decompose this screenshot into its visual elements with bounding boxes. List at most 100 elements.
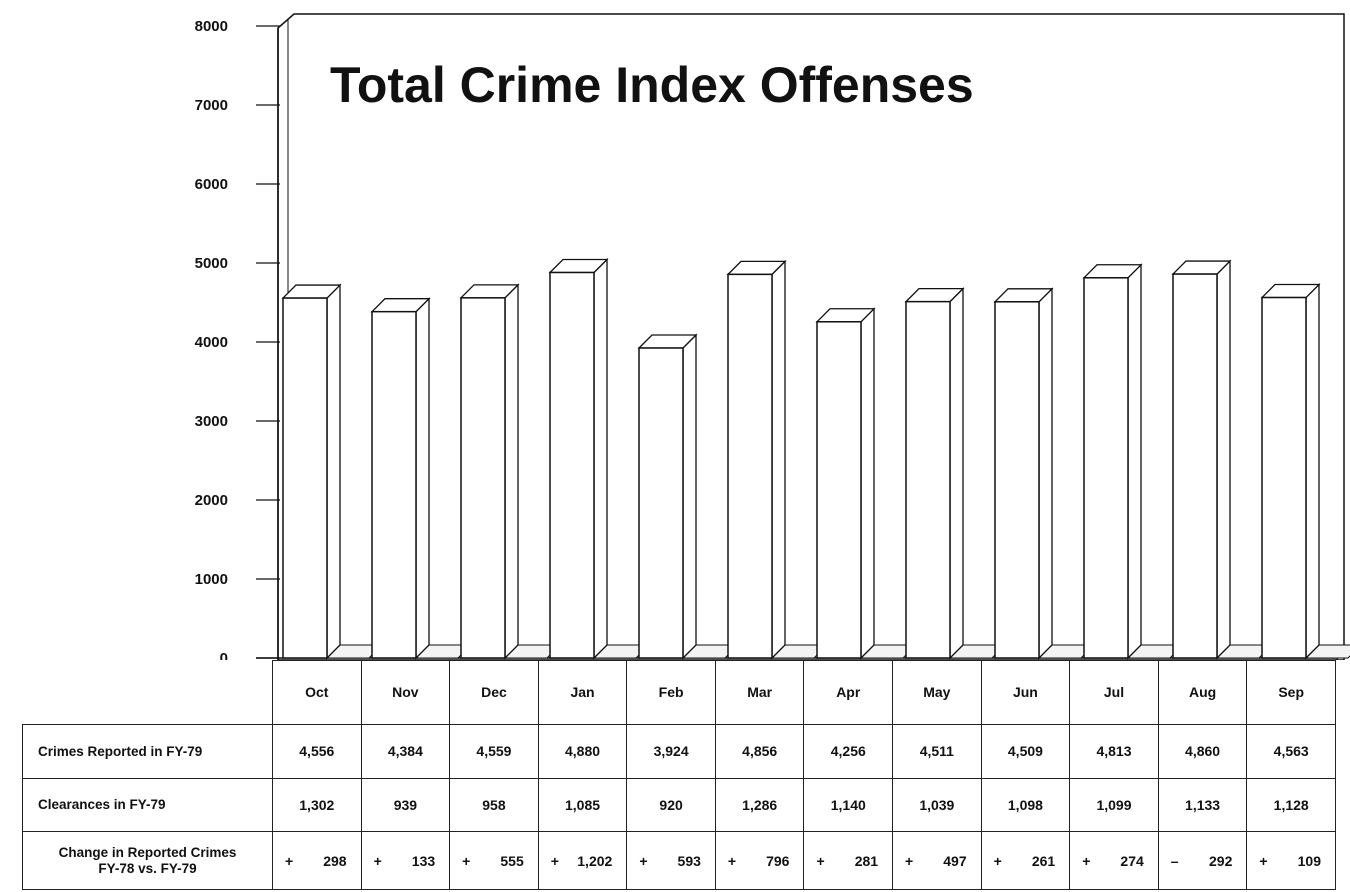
bar-front-face — [816, 321, 862, 659]
bar-jun — [993, 287, 1096, 660]
change-cell: +281 — [803, 831, 894, 890]
clearances-cell: 1,140 — [803, 777, 894, 833]
change-cell: +593 — [626, 831, 716, 890]
bar-feb — [637, 333, 740, 660]
clearances-cell: 1,302 — [272, 777, 362, 833]
bar-side-face — [1038, 287, 1053, 660]
month-header-aug: Aug — [1157, 660, 1248, 725]
crimes-reported-cell: 4,559 — [449, 723, 539, 779]
y-tick-label: 6000 — [195, 176, 228, 193]
bar-nov — [370, 297, 473, 660]
change-sign: + — [550, 852, 559, 869]
bar-front-face — [371, 310, 417, 659]
y-tick-label: 5000 — [195, 255, 228, 272]
bar-front-face — [994, 301, 1040, 659]
month-header-nov: Nov — [360, 660, 451, 725]
data-table: Oct Nov Dec Jan Feb Mar Apr May Jun Jul … — [22, 660, 1336, 890]
bar-oct — [281, 283, 384, 660]
bar-side-face — [682, 333, 697, 660]
change-value: 1,202 — [577, 852, 613, 869]
month-header-apr: Apr — [803, 660, 894, 725]
change-value: 555 — [500, 852, 524, 869]
change-sign: + — [816, 852, 825, 869]
clearances-cell: 1,286 — [714, 777, 805, 833]
table-header-row: Oct Nov Dec Jan Feb Mar Apr May Jun Jul … — [22, 660, 1336, 725]
row-label-clearances: Clearances in FY-79 — [22, 777, 273, 833]
bar-may — [904, 287, 1007, 660]
y-tick-label: 0 — [220, 650, 228, 660]
table-corner — [22, 660, 273, 725]
bar-front-face — [549, 271, 595, 659]
bar-front-face — [1172, 273, 1218, 659]
bar-front-face — [460, 297, 506, 659]
change-sign: + — [462, 852, 471, 869]
clearances-cell: 1,098 — [980, 777, 1071, 833]
row-label-crimes-reported: Crimes Reported in FY-79 — [22, 723, 273, 779]
change-sign: + — [1082, 852, 1091, 869]
row-label-change-line1: Change in Reported Crimes — [58, 844, 237, 860]
crimes-reported-cell: 4,509 — [980, 723, 1071, 779]
crimes-reported-cell: 4,813 — [1069, 723, 1159, 779]
bar-front-face — [727, 273, 773, 659]
bar-side-face — [949, 287, 964, 660]
change-value: 298 — [323, 852, 347, 869]
change-value: 109 — [1297, 852, 1321, 869]
table-row-change: Change in Reported Crimes FY-78 vs. FY-7… — [22, 831, 1336, 890]
bar-front-face — [905, 300, 951, 659]
change-sign: + — [727, 852, 737, 869]
clearances-cell: 1,085 — [537, 777, 628, 833]
bar-side-face — [326, 283, 341, 660]
change-sign: – — [1170, 852, 1179, 869]
crimes-reported-cell: 4,384 — [360, 723, 451, 779]
clearances-cell: 1,039 — [892, 777, 982, 833]
table-row-clearances: Clearances in FY-79 1,302 939 958 1,085 … — [22, 777, 1336, 833]
bar-front-face — [1261, 296, 1307, 659]
bar-sep — [1260, 282, 1350, 660]
bar-front-face — [282, 297, 328, 659]
crimes-reported-cell: 4,256 — [803, 723, 894, 779]
bar-aug — [1171, 259, 1274, 660]
crimes-reported-cell: 4,880 — [537, 723, 628, 779]
change-sign: + — [373, 852, 382, 869]
change-cell: +497 — [892, 831, 982, 890]
change-value: 274 — [1120, 852, 1144, 869]
row-label-change: Change in Reported Crimes FY-78 vs. FY-7… — [22, 831, 273, 890]
change-cell: +298 — [272, 831, 362, 890]
bar-apr — [815, 307, 918, 660]
change-value: 292 — [1209, 852, 1233, 869]
bar-side-face — [504, 283, 519, 660]
chart-title: Total Crime Index Offenses — [330, 57, 974, 113]
bar-side-face — [1127, 263, 1142, 660]
bar-jul — [1082, 263, 1185, 660]
month-header-sep: Sep — [1246, 660, 1336, 725]
month-header-dec: Dec — [449, 660, 539, 725]
bar-series — [281, 257, 1350, 660]
table-row-crimes-reported: Crimes Reported in FY-79 4,556 4,384 4,5… — [22, 723, 1336, 779]
y-tick-label: 7000 — [195, 97, 228, 114]
change-value: 133 — [411, 852, 436, 869]
change-sign: + — [1259, 852, 1268, 869]
change-cell: +274 — [1069, 831, 1159, 890]
month-header-mar: Mar — [714, 660, 805, 725]
bar-chart: Total Crime Index Offenses 0 1000 2000 3000… — [195, 13, 1350, 660]
bar-front-face — [638, 347, 684, 659]
change-sign: + — [993, 852, 1002, 869]
y-axis: 0 1000 2000 3000 4000 5000 6000 7000 8000 — [195, 18, 1336, 660]
bar-side-face — [860, 307, 875, 660]
clearances-cell: 1,099 — [1069, 777, 1159, 833]
change-value: 497 — [943, 852, 967, 869]
month-header-feb: Feb — [626, 660, 716, 725]
crimes-reported-cell: 4,856 — [714, 723, 805, 779]
change-sign: + — [285, 852, 294, 869]
y-tick-label: 3000 — [195, 413, 228, 430]
bar-side-face — [771, 259, 786, 660]
change-value: 593 — [677, 852, 701, 869]
y-tick-label: 2000 — [195, 492, 228, 509]
row-label-change-line2: FY-78 vs. FY-79 — [98, 860, 197, 876]
clearances-cell: 939 — [360, 777, 451, 833]
clearances-cell: 920 — [626, 777, 716, 833]
crimes-reported-cell: 4,556 — [272, 723, 362, 779]
y-tick-label: 1000 — [195, 571, 228, 588]
month-header-jul: Jul — [1069, 660, 1159, 725]
month-header-oct: Oct — [272, 660, 362, 725]
